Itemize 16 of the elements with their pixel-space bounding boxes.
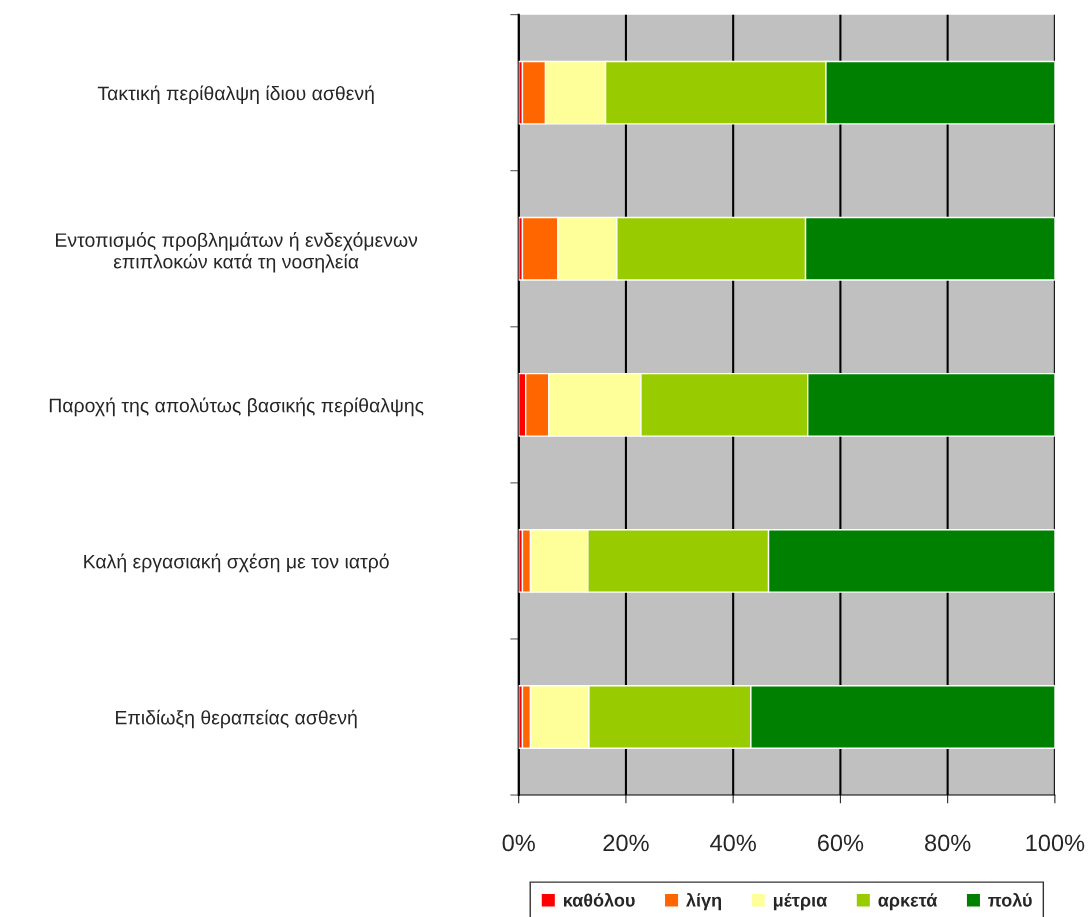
legend-label: λίγη <box>686 892 721 911</box>
x-tick-label: 20% <box>603 834 649 852</box>
y-tick-label: Εντοπισμός προβλημάτων ή ενδεχόμενων επιπλοκών κατά τη νοσηλεία <box>56 232 418 273</box>
legend-label: πολύ <box>988 892 1032 907</box>
x-tick-label: 0% <box>502 834 535 852</box>
y-tick-label: Τακτική περίθαλψη ίδιου ασθενή <box>97 85 374 105</box>
legend-label: καθόλου <box>563 892 635 907</box>
legend-label: μέτρια <box>773 893 828 911</box>
x-tick-label: 40% <box>710 834 756 852</box>
x-tick-label: 100% <box>1026 834 1085 852</box>
x-tick-label: 80% <box>925 834 971 852</box>
y-tick-label: Καλή εργασιακή σχέση με τον ιατρό <box>84 553 389 573</box>
y-tick-label: Επιδίωξη θεραπείας ασθενή <box>116 709 357 729</box>
y-tick-label: Παροχή της απολύτως βασικής περίθαλψης <box>49 397 424 417</box>
legend-label: αρκετά <box>878 893 938 911</box>
x-tick-label: 60% <box>817 834 864 852</box>
